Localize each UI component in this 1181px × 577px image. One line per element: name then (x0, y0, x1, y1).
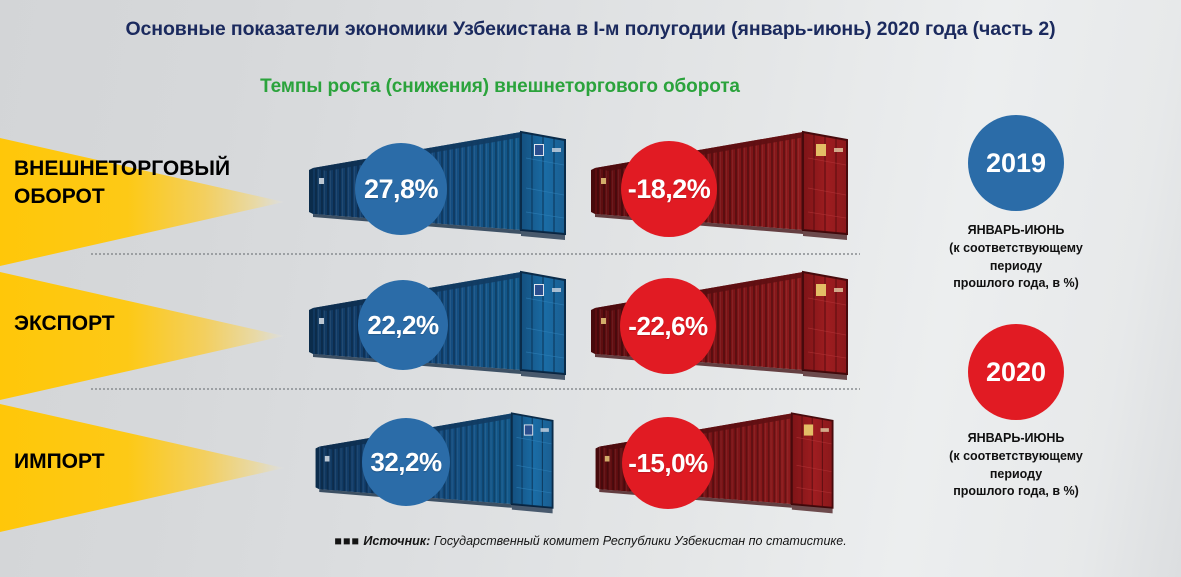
row-divider-2 (90, 388, 860, 390)
value-bubble-2019-row-2: 22,2% (358, 280, 448, 370)
page-title: Основные показатели экономики Узбекистан… (125, 18, 1056, 40)
arrow-shape-row-2 (0, 272, 330, 400)
row-divider-1 (90, 253, 860, 255)
value-bubble-2020-row-1: -18,2% (621, 141, 717, 237)
arrow-shape-row-1 (0, 138, 330, 266)
source-label: Источник: (363, 534, 431, 548)
source-text: Государственный комитет Республики Узбек… (430, 534, 847, 548)
legend-caption-2019: ЯНВАРЬ-ИЮНЬ (к соответствующему периоду … (866, 222, 1166, 293)
bullet-squares-icon: ■■■ (334, 534, 360, 548)
legend-circle-2019: 2019 (968, 115, 1064, 211)
row-label-export: ЭКСПОРТ (14, 310, 115, 338)
legend-line-4: прошлого года, в %) (953, 276, 1079, 291)
value-bubble-2019-row-1: 27,8% (355, 143, 447, 235)
legend-line-2: (к соответствующему (949, 240, 1083, 255)
row-label-foreign-trade: ВНЕШНЕТОРГОВЫЙ ОБОРОТ (14, 155, 230, 212)
row-label-line-2: ОБОРОТ (14, 185, 105, 209)
legend-caption-2020: ЯНВАРЬ-ИЮНЬ (к соответствующему периоду … (866, 430, 1166, 501)
legend-line-3: периоду (989, 258, 1043, 273)
row-label-line-1: ЭКСПОРТ (14, 312, 115, 335)
legend-line-2: (к соответствующему (949, 448, 1083, 463)
legend-circle-2020: 2020 (968, 324, 1064, 420)
row-label-line-1: ИМПОРТ (14, 450, 105, 473)
value-bubble-2020-row-3: -15,0% (622, 417, 714, 509)
source-note: ■■■ Источник: Государственный комитет Ре… (0, 534, 1181, 548)
value-bubble-2019-row-3: 32,2% (362, 418, 450, 506)
value-bubble-2020-row-2: -22,6% (620, 278, 716, 374)
row-label-import: ИМПОРТ (14, 448, 105, 476)
arrow-shape-row-3 (0, 404, 330, 532)
legend-line-1: ЯНВАРЬ-ИЮНЬ (967, 431, 1065, 445)
legend-line-3: периоду (989, 466, 1043, 481)
legend-line-1: ЯНВАРЬ-ИЮНЬ (967, 223, 1065, 237)
row-label-line-1: ВНЕШНЕТОРГОВЫЙ (14, 157, 231, 180)
chart-subtitle: Темпы роста (снижения) внешнеторгового о… (260, 76, 740, 97)
legend-line-4: прошлого года, в %) (953, 484, 1079, 499)
